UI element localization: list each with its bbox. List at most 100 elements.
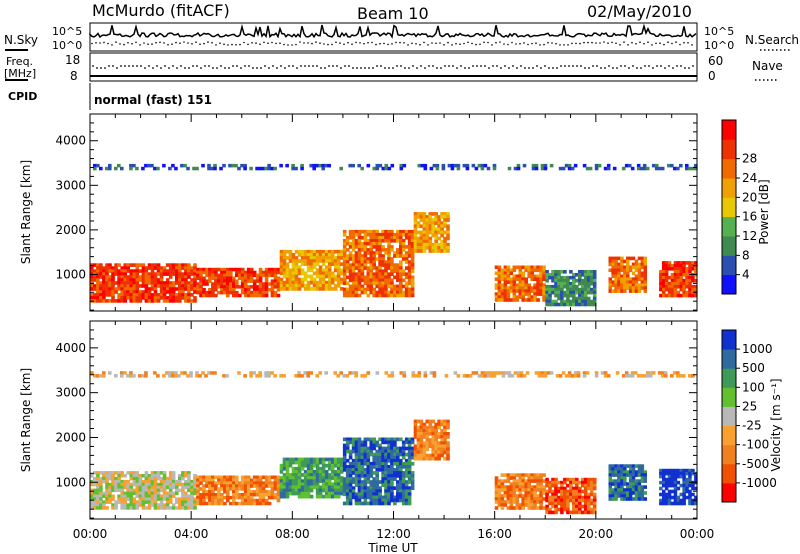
heatmap-region (659, 261, 698, 298)
heatmap-cell (688, 471, 692, 476)
heatmap-cell (682, 498, 686, 503)
heatmap-cell (506, 506, 511, 510)
heatmap-cell (141, 266, 146, 270)
heatmap-cell (404, 272, 409, 276)
heatmap-cell (354, 498, 359, 503)
heatmap-cell (178, 296, 182, 300)
heatmap-cell (676, 264, 681, 268)
heatmap-cell (539, 271, 543, 276)
heatmap-cell (551, 287, 555, 292)
heatmap-cell (483, 371, 488, 375)
heatmap-cell (410, 260, 415, 264)
heatmap-cell (620, 497, 624, 501)
heatmap-cell (614, 262, 618, 267)
heatmap-cell (432, 163, 437, 168)
heatmap-cell (399, 492, 403, 497)
heatmap-cell (342, 483, 347, 487)
heatmap-cell (249, 267, 254, 272)
heatmap-cell (255, 501, 260, 506)
heatmap-cell (500, 295, 505, 299)
heatmap-cell (404, 281, 409, 286)
heatmap-cell (410, 281, 415, 286)
heatmap-cell (512, 479, 517, 483)
nsearch-point (187, 42, 189, 44)
heatmap-cell (518, 491, 523, 495)
heatmap-cell (404, 480, 409, 484)
heatmap-cell (324, 274, 329, 279)
heatmap-cell (252, 285, 257, 289)
heatmap-cell (162, 272, 167, 276)
heatmap-cell (202, 475, 206, 479)
heatmap-cell (628, 497, 633, 501)
heatmap-cell (220, 273, 224, 278)
heatmap-cell (366, 492, 371, 497)
heatmap-cell (401, 449, 406, 454)
heatmap-cell (171, 503, 176, 507)
heatmap-cell (554, 270, 558, 274)
heatmap-cell (193, 263, 197, 267)
heatmap-cell (572, 278, 576, 283)
heatmap-cell (575, 273, 579, 277)
heatmap-cell (291, 262, 296, 266)
heatmap-cell (524, 479, 528, 483)
heatmap-cell (232, 267, 236, 272)
heatmap-cell (555, 374, 560, 378)
heatmap-cell (589, 278, 594, 283)
heatmap-cell (339, 457, 344, 462)
heatmap-cell (327, 494, 332, 499)
heatmap-cell (390, 489, 394, 494)
heatmap-cell (105, 497, 109, 501)
heatmap-cell (348, 287, 353, 292)
heatmap-cell (396, 437, 400, 442)
heatmap-cell (366, 471, 371, 475)
heatmap-cell (120, 269, 124, 273)
heatmap-cell (626, 491, 630, 495)
heatmap-cell (165, 371, 169, 375)
heatmap-cell (223, 276, 227, 280)
heatmap-cell (446, 242, 450, 247)
heatmap-cell (614, 485, 618, 489)
heatmap-cell (342, 455, 347, 460)
heatmap-cell (360, 374, 364, 378)
heatmap-cell (521, 494, 525, 498)
heatmap-cell (135, 281, 140, 285)
heatmap-cell (369, 281, 374, 286)
heatmap-cell (318, 274, 323, 279)
nsearch-point (607, 42, 609, 44)
heatmap-cell (211, 481, 215, 485)
heatmap-cell (196, 282, 200, 286)
heatmap-cell (506, 298, 511, 302)
heatmap-cell (506, 485, 511, 489)
heatmap-cell (416, 242, 421, 247)
heatmap-cell (111, 506, 115, 510)
heatmap-cell (309, 476, 314, 480)
heatmap-cell (425, 456, 430, 461)
heatmap-cell (255, 484, 260, 488)
heatmap-cell (548, 273, 552, 277)
heatmap-cell (270, 267, 275, 272)
heatmap-cell (643, 485, 647, 489)
heatmap-cell (360, 455, 365, 460)
heatmap-cell (662, 477, 666, 482)
heatmap-cell (431, 224, 435, 229)
heatmap-cell (321, 280, 326, 285)
heatmap-cell (217, 475, 221, 479)
heatmap-cell (685, 278, 689, 283)
nsearch-point (259, 43, 261, 45)
heatmap-cell (637, 467, 642, 471)
heatmap-cell (634, 485, 639, 489)
heatmap-cell (327, 463, 332, 468)
heatmap-cell (162, 474, 167, 478)
heatmap-cell (557, 489, 561, 494)
heatmap-cell (345, 492, 350, 497)
heatmap-cell (108, 263, 112, 267)
heatmap-cell (117, 278, 121, 282)
heatmap-cell (291, 277, 296, 282)
heatmap-cell (270, 290, 275, 295)
heatmap-cell (114, 269, 118, 273)
heatmap-cell (437, 425, 441, 430)
heatmap-cell (500, 298, 505, 302)
heatmap-cell (366, 281, 371, 286)
heatmap-cell (126, 269, 130, 273)
heatmap-cell (428, 215, 433, 219)
